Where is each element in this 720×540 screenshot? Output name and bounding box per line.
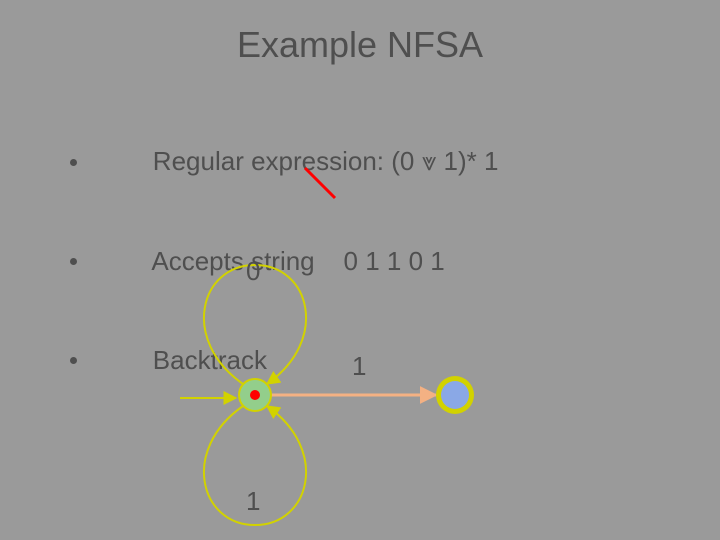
strike-line-red bbox=[305, 168, 335, 198]
loop-label-bottom: 1 bbox=[246, 486, 260, 516]
state-node-start-dot bbox=[250, 390, 260, 400]
slide: Example NFSA Regular expression: (0 ⩔ 1)… bbox=[0, 0, 720, 540]
loop-label-top: 0 bbox=[246, 256, 260, 286]
state-node-accept-inner bbox=[441, 381, 469, 409]
transition-label: 1 bbox=[352, 351, 366, 381]
nfsa-diagram: 0 1 1 bbox=[0, 0, 720, 540]
